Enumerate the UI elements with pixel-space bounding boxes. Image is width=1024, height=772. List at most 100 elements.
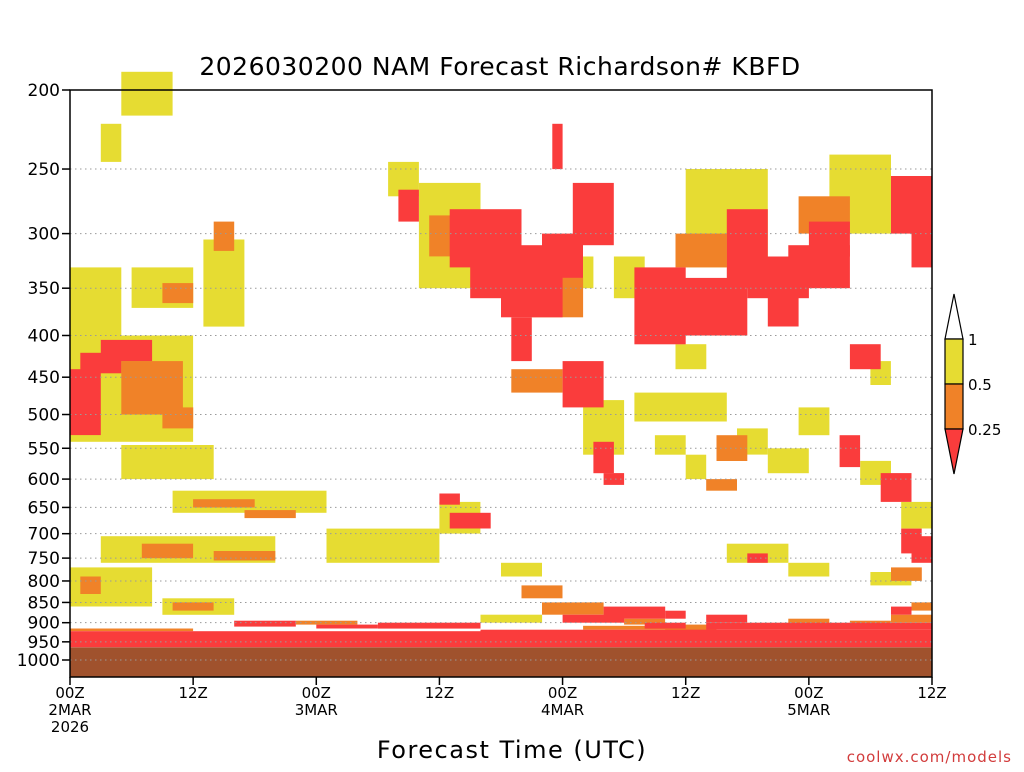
ri-cell-orange (213, 551, 276, 561)
ri-cell-orange (295, 620, 358, 625)
y-tick-label-650: 650 (28, 498, 60, 518)
colorbar-bin-lt0-25 (944, 428, 964, 475)
ri-cell-yellow (726, 543, 789, 563)
ri-cell-yellow (675, 344, 707, 370)
ri-cell-red (572, 182, 614, 246)
ri-cell-red (839, 435, 861, 468)
y-tick-label-700: 700 (28, 525, 60, 545)
x-axis-title: Forecast Time (UTC) (377, 736, 647, 764)
ri-cell-orange (624, 618, 666, 625)
ri-cell-orange (172, 602, 214, 611)
ri-cell-orange (80, 576, 101, 594)
colorbar-bin-0-25 (944, 383, 964, 430)
y-tick-label-550: 550 (28, 439, 60, 459)
ri-cell-red (880, 473, 912, 502)
ri-cell-orange (162, 407, 194, 429)
y-tick-label-200: 200 (28, 81, 60, 101)
x-tick-label-48-0: 00Z (548, 684, 577, 702)
ri-cell-red (603, 606, 666, 619)
ri-cell-yellow (788, 562, 830, 577)
ri-cell-red (911, 536, 932, 563)
ri-cell-red (706, 614, 748, 623)
ri-cell-orange (716, 435, 748, 461)
ri-cell-orange (665, 624, 717, 631)
ri-cell-yellow (70, 267, 122, 336)
ri-cell-orange (706, 479, 737, 491)
ri-cell-yellow (767, 448, 809, 474)
x-tick-label-60-0: 12Z (671, 684, 700, 702)
ri-cell-yellow (654, 435, 686, 455)
y-axis: 200 250 300 350 400 450 500 550 600 650 700 750 8008… (17, 81, 70, 671)
watermark: coolwx.com/models (847, 748, 1012, 766)
ri-cell-red (439, 493, 460, 505)
x-tick-label-24-1: 3MAR (295, 701, 338, 719)
y-tick-label-500: 500 (28, 406, 60, 426)
colorbar-label-1: 0.5 (968, 376, 992, 394)
x-tick-label-72-1: 5MAR (787, 701, 830, 719)
y-tick-label-400: 400 (28, 326, 60, 346)
ri-cell-red (511, 317, 532, 362)
ri-cell-orange (70, 628, 194, 632)
ri-cell-yellow (121, 445, 214, 480)
ri-cell-red (808, 221, 850, 257)
y-tick-label-1000: 1000 (17, 651, 60, 671)
ri-cell-red (398, 189, 419, 222)
ri-cell-orange (675, 233, 727, 268)
y-tick-label-250: 250 (28, 160, 60, 180)
y-tick-label-850: 850 (28, 593, 60, 613)
y-tick-label-900: 900 (28, 614, 60, 634)
ri-cell-yellow (100, 123, 122, 162)
y-tick-label-750: 750 (28, 549, 60, 569)
ri-cell-orange (583, 625, 707, 630)
ri-cell-red (480, 629, 932, 632)
ri-cell-red (377, 622, 481, 629)
ri-cell-orange (911, 602, 932, 611)
ri-cell-yellow (121, 71, 173, 116)
x-tick-label-72-0: 00Z (794, 684, 823, 702)
gridlines (70, 168, 932, 661)
colorbar: 1 0.5 0.25 (944, 293, 1001, 475)
ri-cell-red (665, 610, 686, 619)
ri-cell-red (747, 553, 768, 563)
ri-cell-red (562, 361, 604, 408)
ri-cell-red (234, 620, 296, 627)
ri-cell-red (849, 344, 881, 370)
ri-cell-orange (542, 602, 604, 615)
x-tick-label-84-0: 12Z (917, 684, 946, 702)
ri-cell-red (562, 614, 625, 623)
y-tick-label-950: 950 (28, 633, 60, 653)
ri-cell-red (603, 473, 625, 485)
ri-cell-orange (521, 585, 563, 599)
ri-cell-red (767, 288, 799, 327)
ri-cell-red (706, 622, 932, 630)
ri-cell-orange (244, 510, 296, 519)
ri-cell-red (891, 606, 912, 615)
chart-title: 2026030200 NAM Forecast Richardson# KBFD (199, 52, 800, 81)
colorbar-bin-0-5 (944, 338, 964, 385)
ri-cell-orange (788, 618, 830, 627)
x-tick-label-0-2: 2026 (51, 718, 89, 736)
y-tick-label-350: 350 (28, 279, 60, 299)
ri-cell-orange (891, 567, 922, 581)
ri-cell-yellow (203, 239, 245, 327)
ri-cell-yellow (798, 407, 830, 436)
colorbar-label-2: 0.25 (968, 421, 1001, 439)
ri-cell-yellow (634, 392, 727, 422)
ri-cell-red (100, 339, 153, 362)
y-tick-label-450: 450 (28, 368, 60, 388)
below-ground-area (70, 647, 932, 677)
x-tick-label-36-0: 12Z (425, 684, 454, 702)
ri-cell-red (449, 512, 491, 529)
ri-cell-orange (121, 361, 183, 415)
ri-cell-red (70, 369, 101, 436)
colorbar-bin-gt1 (944, 293, 964, 340)
ri-cell-red (644, 622, 686, 629)
ri-cell-yellow (685, 454, 707, 480)
ri-cell-orange (511, 369, 563, 393)
heatmap-cells (70, 71, 932, 648)
ri-cell-red (911, 209, 932, 268)
x-tick-label-48-1: 4MAR (541, 701, 584, 719)
